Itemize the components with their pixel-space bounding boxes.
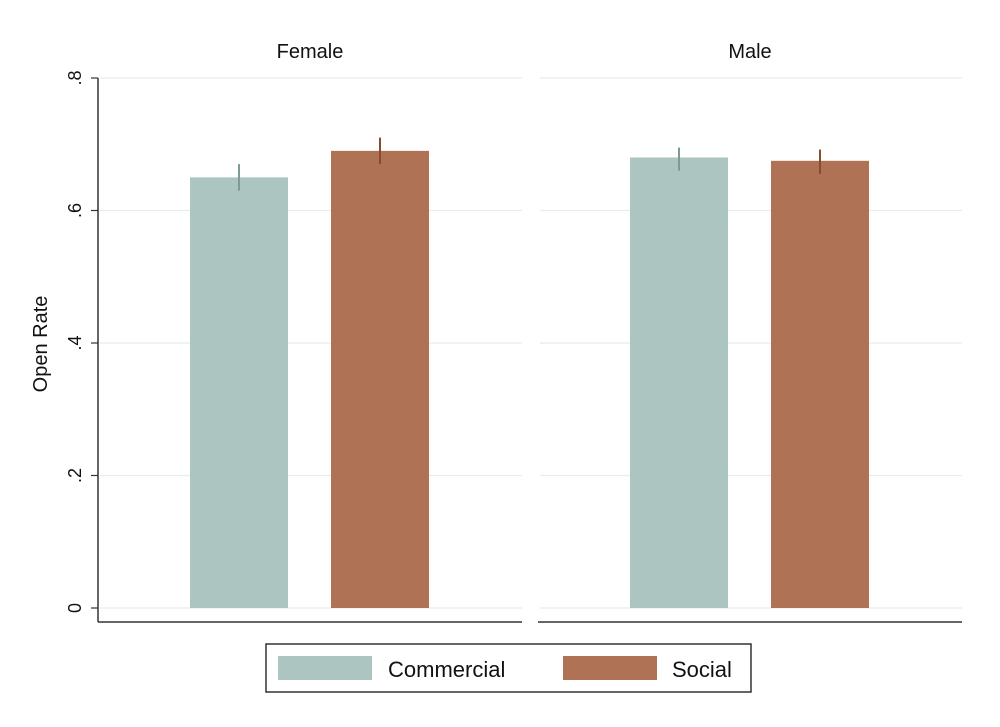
legend-swatch-social — [563, 656, 657, 680]
panel-male: Male — [538, 41, 962, 623]
legend: Commercial Social — [265, 643, 752, 693]
gridlines — [540, 77, 962, 609]
y-tick-label: .2 — [65, 468, 85, 483]
y-tick: .2 — [65, 468, 98, 483]
panel-title: Female — [277, 41, 344, 63]
y-axis-title: Open Rate — [30, 296, 52, 393]
legend-label-social: Social — [672, 657, 732, 682]
y-tick: 0 — [65, 603, 98, 613]
legend-label-commercial: Commercial — [388, 657, 505, 682]
panel-female: Female — [98, 41, 522, 623]
gridlines — [100, 77, 522, 609]
bar-male-social — [771, 160, 869, 608]
bar-male-commercial — [630, 157, 728, 608]
y-axis-ticks: 0 .2 .4 .6 .8 — [65, 70, 98, 613]
y-tick-label: 0 — [65, 603, 85, 613]
legend-swatch-commercial — [278, 656, 372, 680]
bar-female-social — [331, 150, 429, 608]
y-tick-label: .6 — [65, 203, 85, 218]
y-tick: .4 — [65, 335, 98, 351]
y-tick: .8 — [65, 70, 98, 86]
bar-female-commercial — [190, 177, 288, 608]
y-tick: .6 — [65, 203, 98, 218]
y-tick-label: .4 — [65, 335, 85, 350]
y-tick-label: .8 — [65, 70, 85, 85]
panel-title: Male — [728, 41, 771, 63]
